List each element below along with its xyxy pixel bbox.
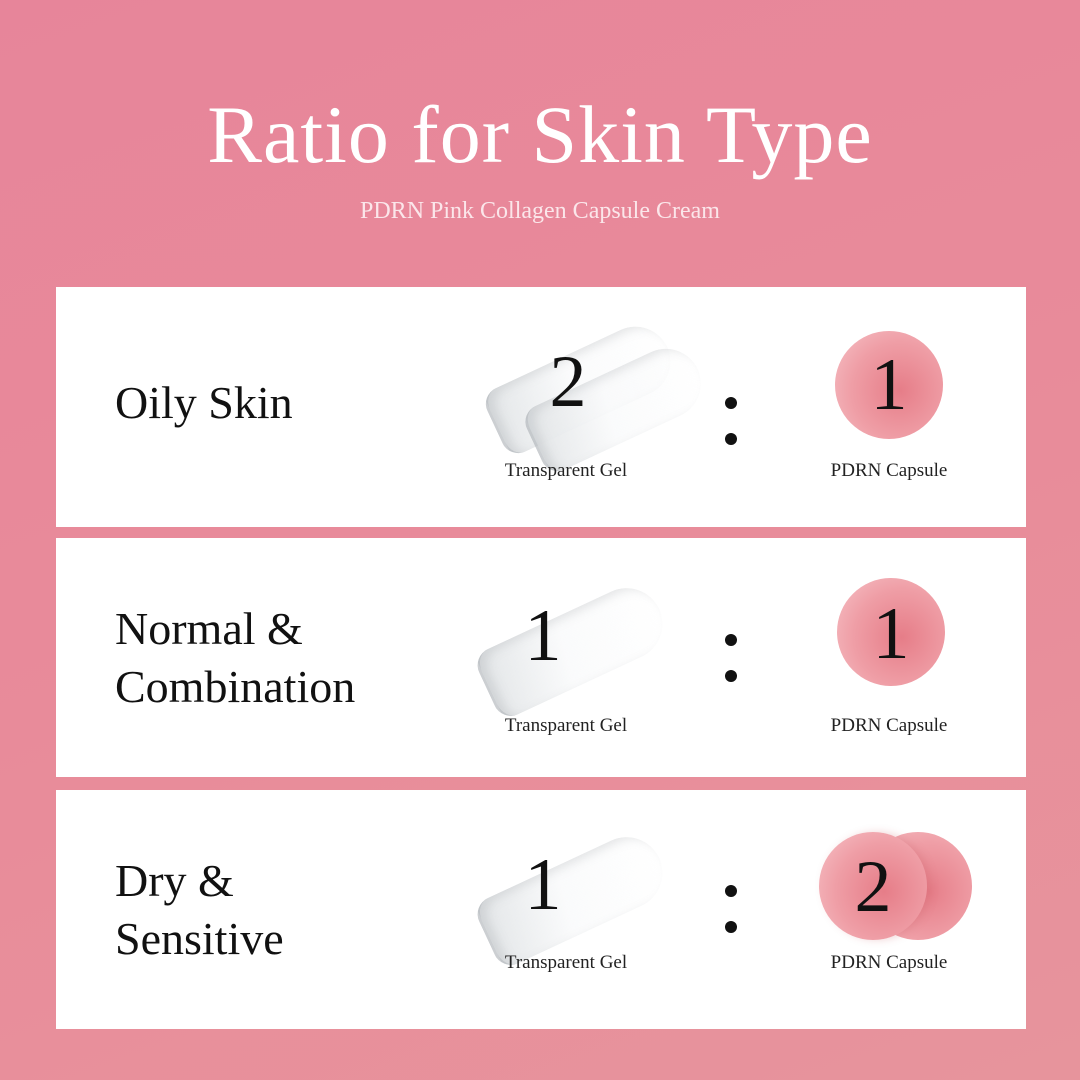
ratio-card-dry-sensitive: Dry & Sensitive 1 2 Transparent Gel PDRN … (56, 790, 1026, 1029)
product-subtitle: PDRN Pink Collagen Capsule Cream (360, 198, 720, 224)
gel-ratio-number: 2 (549, 341, 587, 423)
gel-caption: Transparent Gel (504, 952, 628, 973)
skin-type-label: Normal & Combination (115, 603, 356, 712)
capsule-sphere-image (837, 578, 945, 686)
gel-ratio-number: 1 (524, 595, 562, 677)
capsule-caption: PDRN Capsule (830, 952, 948, 973)
capsule-ratio-number: 1 (870, 344, 908, 426)
ratio-colon (725, 634, 737, 706)
ratio-colon (725, 885, 737, 957)
gel-smear-image (468, 812, 675, 971)
ratio-card-normal-combination: Normal & Combination 1 1 Transparent Gel … (56, 538, 1026, 777)
capsule-caption: PDRN Capsule (830, 715, 948, 736)
skin-type-label: Dry & Sensitive (115, 855, 284, 964)
gel-ratio-number: 1 (524, 844, 562, 926)
capsule-ratio-number: 2 (854, 846, 892, 928)
gel-caption: Transparent Gel (504, 460, 628, 481)
capsule-ratio-number: 1 (872, 593, 910, 675)
ratio-card-oily: Oily Skin 2 1 Transparent Gel PDRN Capsu… (56, 287, 1026, 527)
ratio-colon (725, 397, 737, 469)
capsule-sphere-image (819, 832, 927, 940)
gel-smear-image (468, 563, 675, 722)
page-title: Ratio for Skin Type (207, 89, 873, 180)
skin-type-label: Oily Skin (115, 377, 293, 428)
gel-caption: Transparent Gel (504, 715, 628, 736)
capsule-sphere-image (835, 331, 943, 439)
capsule-caption: PDRN Capsule (830, 460, 948, 481)
